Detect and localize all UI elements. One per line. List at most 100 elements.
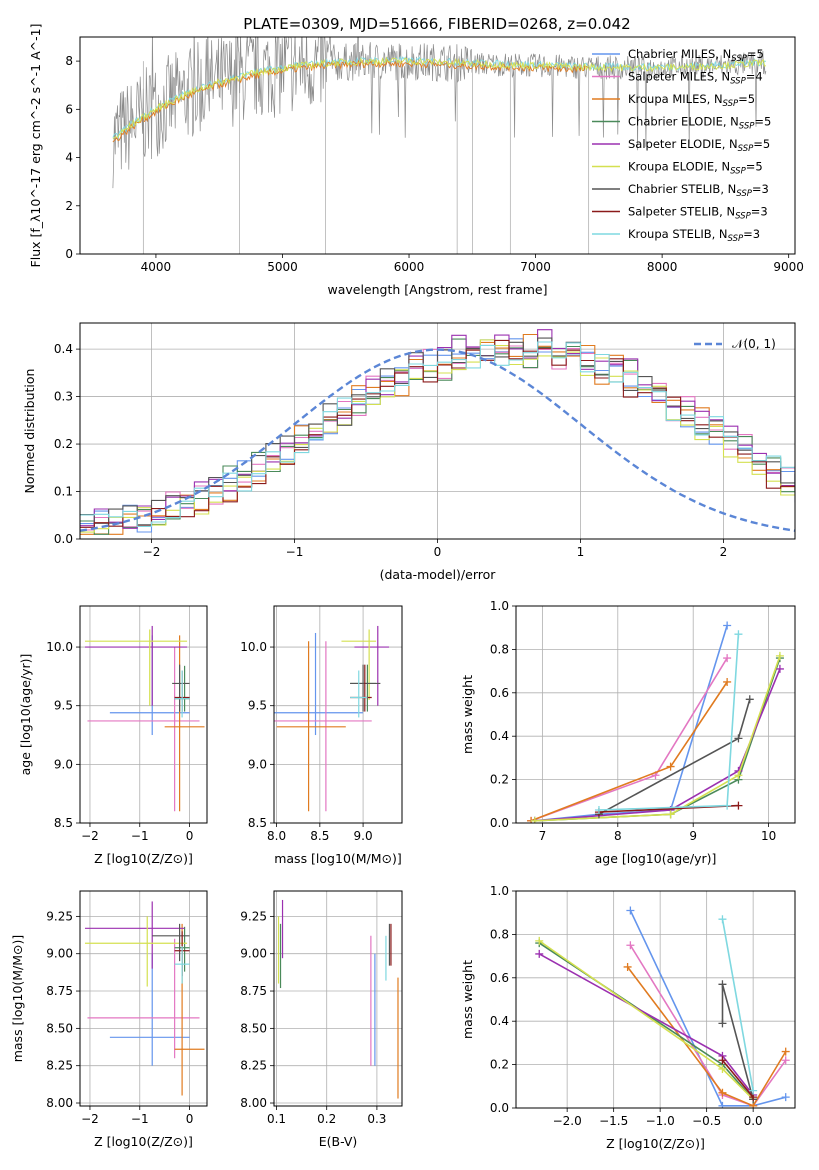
plot-area: [277, 899, 399, 1099]
y-tick-label: 0.4: [490, 729, 509, 743]
x-tick-label: −1: [286, 545, 304, 559]
spectrum-line: [112, 56, 767, 140]
weight-marker: [623, 962, 632, 971]
x-tick-label: 4000: [141, 260, 172, 274]
legend-entry: Chabrier MILES, NSSP=5: [628, 47, 764, 64]
y-tick-label: 9.25: [240, 909, 267, 923]
x-axis-label: (data-model)/error: [380, 567, 497, 582]
axes-frame: [515, 890, 796, 1109]
weight-marker: [781, 1093, 790, 1102]
legend-entry: Chabrier STELIB, NSSP=3: [628, 182, 769, 199]
x-tick-label: −1: [131, 829, 149, 843]
weight-marker: [718, 1056, 727, 1065]
y-tick-label: 9.0: [248, 757, 267, 771]
plot-area: [527, 621, 784, 823]
weight-marker: [781, 1056, 790, 1065]
legend-entry: Kroupa STELIB, NSSP=3: [628, 227, 760, 244]
weight-series-line: [721, 919, 754, 1091]
gaussian-legend-label: 𝒩(0, 1): [732, 337, 776, 351]
mass-vs-metallicity-plot: −2 −1 0 8.00 8.25 8.50 8.75 9.00 9.25 Z [log10(Z/…: [10, 890, 208, 1149]
x-tick-label: 9.0: [354, 829, 373, 843]
x-tick-label: 0: [186, 1112, 194, 1126]
weight-marker: [718, 1088, 727, 1097]
y-tick-label: 6: [65, 102, 73, 116]
legend-entry: Salpeter ELODIE, NSSP=5: [628, 137, 770, 154]
x-tick-label: −2: [81, 1112, 99, 1126]
y-tick-label: 10.0: [240, 640, 267, 654]
x-axis-label: Z [log10(Z/Z⊙)]: [94, 851, 193, 866]
weight-marker: [626, 941, 635, 950]
x-tick-label: 0.1: [267, 1112, 286, 1126]
y-tick-label: 8.5: [248, 816, 267, 830]
weight-marker: [530, 816, 539, 823]
y-tick-label: 8.00: [240, 1096, 267, 1110]
y-tick-label: 8.75: [46, 984, 73, 998]
y-tick-label: 0.0: [490, 1101, 509, 1115]
x-axis-label: age [log10(age/yr)]: [595, 851, 717, 866]
legend-entry: Kroupa ELODIE, NSSP=5: [628, 160, 763, 177]
weight-marker: [775, 664, 784, 673]
x-tick-label: 5000: [267, 260, 298, 274]
y-tick-label: 4: [65, 151, 73, 165]
plot-area: [84, 625, 205, 812]
x-tick-label: 0: [434, 545, 442, 559]
age-vs-metallicity-plot: −2 −1 0 8.5 9.0 9.5 10.0 Z [log10(Z/Z⊙)] age [lo…: [18, 605, 208, 866]
axes-frame: [515, 605, 796, 824]
y-tick-label: 9.00: [46, 947, 73, 961]
x-tick-label: −0.5: [692, 1114, 721, 1128]
plot-area: [535, 906, 790, 1108]
x-tick-label: 2: [720, 545, 728, 559]
weight-marker: [723, 677, 732, 686]
y-axis-label: Flux [f_λ10^-17 erg cm^-2 s^-1 A^-1]: [28, 24, 43, 268]
weight-marker: [775, 651, 784, 660]
weight-marker: [718, 1019, 727, 1028]
weight-marker: [745, 695, 754, 704]
x-tick-label: −1.0: [646, 1114, 675, 1128]
x-tick-label: 10: [761, 829, 776, 843]
axes-frame: [273, 890, 403, 1107]
x-tick-label: 7: [539, 829, 547, 843]
x-tick-label: 9: [689, 829, 697, 843]
plot-area: [112, 37, 767, 254]
weight-marker: [666, 762, 675, 771]
spectrum-line: [112, 58, 589, 143]
x-tick-label: −2: [81, 829, 99, 843]
weight-marker: [718, 1101, 727, 1108]
y-axis-label: Normed distribution: [22, 369, 37, 494]
x-tick-label: 1: [577, 545, 585, 559]
y-axis-label: mass weight: [460, 960, 475, 1039]
weight-marker: [749, 1086, 758, 1095]
weight-series-line: [534, 655, 781, 822]
axes-frame: [79, 605, 208, 824]
weight-series-line: [629, 944, 787, 1107]
weight-marker: [718, 980, 727, 989]
y-tick-label: 1.0: [490, 599, 509, 613]
x-tick-label: −2.0: [553, 1114, 582, 1128]
x-axis-label: E(B-V): [319, 1134, 358, 1149]
axes-frame: [79, 36, 796, 255]
weight-marker: [718, 1064, 727, 1073]
x-axis-label: wavelength [Angstrom, rest frame]: [327, 282, 547, 297]
residual-histogram-plot: −2 −1 0 1 2 0.0 0.1 0.2 0.3 0.4 (data-model)/error…: [22, 322, 796, 582]
y-tick-label: 0.2: [490, 773, 509, 787]
weight-series-line: [534, 668, 781, 822]
figure-title: PLATE=0309, MJD=51666, FIBERID=0268, z=0…: [243, 15, 630, 33]
weight-marker: [734, 801, 743, 810]
weight-marker: [535, 949, 544, 958]
y-tick-label: 0.2: [54, 437, 73, 451]
x-tick-label: 8.0: [267, 829, 286, 843]
weight-marker: [723, 621, 732, 630]
y-tick-label: 0.6: [490, 686, 509, 700]
weight-series-line: [721, 1059, 754, 1098]
y-axis-label: mass weight: [460, 675, 475, 754]
y-tick-label: 1.0: [490, 884, 509, 898]
weight-vs-age-plot: 7 8 9 10 0.0 0.2 0.4 0.6 0.8 1.0 age [log10(age/yr…: [460, 599, 796, 866]
weight-marker: [734, 630, 743, 639]
y-tick-label: 2: [65, 199, 73, 213]
y-tick-label: 0.8: [490, 642, 509, 656]
x-axis-label: Z [log10(Z/Z⊙)]: [606, 1136, 705, 1151]
weight-marker: [781, 1047, 790, 1056]
mass-vs-extinction-plot: 0.1 0.2 0.3 8.00 8.25 8.50 8.75 9.00 9.25 E(B-V): [240, 890, 403, 1149]
weight-marker: [626, 906, 635, 915]
